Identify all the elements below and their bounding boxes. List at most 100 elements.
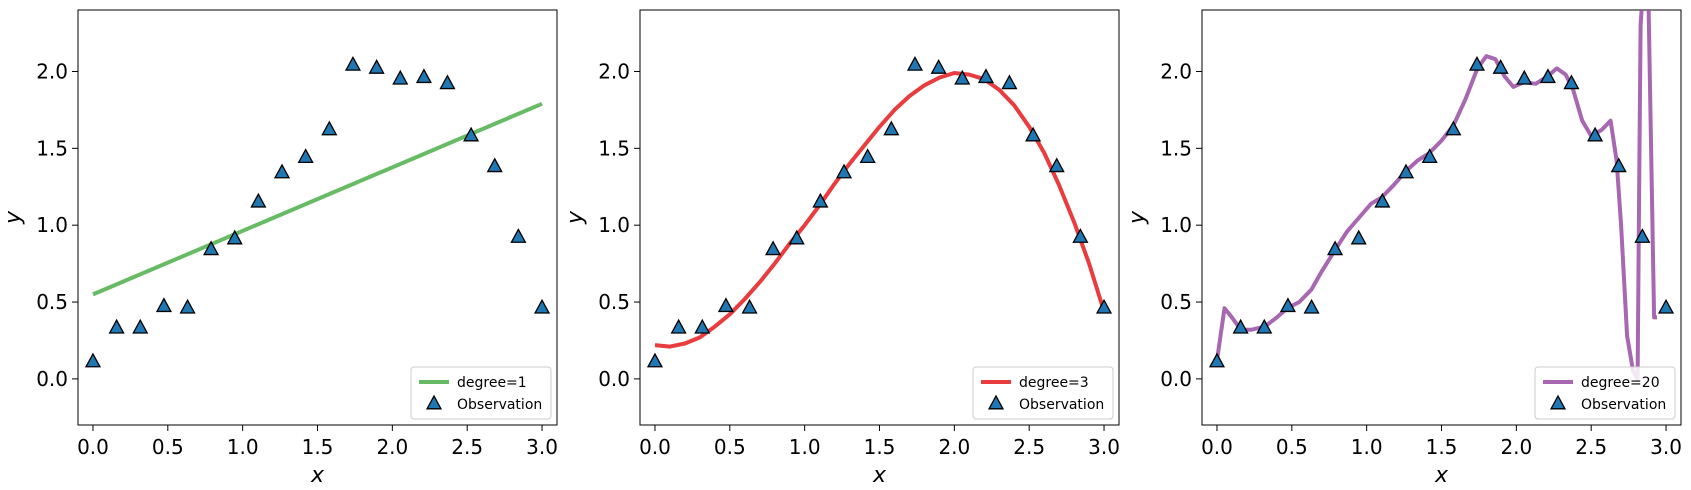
observation-point xyxy=(1587,126,1604,142)
y-tick-label: 2.0 xyxy=(598,59,630,83)
legend-entry-label: Observation xyxy=(1581,397,1666,413)
observation-point xyxy=(1350,229,1367,245)
observation-point xyxy=(321,120,338,136)
observation-point xyxy=(906,55,924,71)
legend: degree=1 Observation xyxy=(410,366,552,420)
observation-point xyxy=(1468,55,1486,71)
legend-entry-label: degree=20 xyxy=(1581,375,1660,391)
observation-point xyxy=(812,192,829,208)
x-tick-label: 1.0 xyxy=(1351,435,1383,459)
x-tick-label: 2.0 xyxy=(376,435,408,459)
observation-point xyxy=(694,318,711,334)
observation-point xyxy=(486,157,503,173)
y-tick-label: 1.5 xyxy=(598,136,630,160)
x-tick-label: 2.5 xyxy=(1575,435,1607,459)
observation-point xyxy=(835,163,853,179)
observation-point xyxy=(250,192,267,208)
observation-point xyxy=(1327,240,1344,256)
observation-point xyxy=(1048,157,1065,173)
observation-point xyxy=(344,55,362,71)
observation-point xyxy=(392,69,409,85)
observation-point xyxy=(1072,228,1089,243)
x-tick-label: 3.0 xyxy=(1088,435,1120,459)
legend-marker-swatch xyxy=(425,394,443,410)
y-tick-label: 2.0 xyxy=(1160,59,1192,83)
y-tick-label: 1.0 xyxy=(1160,213,1192,237)
x-tick-label: 0.0 xyxy=(77,435,109,459)
x-axis-label: x xyxy=(310,463,325,488)
observation-point xyxy=(1001,74,1018,90)
y-tick-label: 0.0 xyxy=(36,367,68,391)
y-tick-label: 1.0 xyxy=(598,213,630,237)
legend-marker-swatch xyxy=(987,394,1005,410)
observation-point xyxy=(108,318,125,334)
x-tick-label: 2.5 xyxy=(1013,435,1045,459)
observation-point xyxy=(273,163,291,179)
x-tick-label: 3.0 xyxy=(1650,435,1682,459)
observation-point xyxy=(1421,148,1438,164)
observation-point xyxy=(155,297,172,313)
observation-point xyxy=(1657,298,1675,314)
observation-point xyxy=(765,240,782,256)
x-tick-label: 3.0 xyxy=(526,435,558,459)
observation-point xyxy=(788,229,805,245)
observation-point xyxy=(1095,298,1113,314)
plot-data xyxy=(1215,10,1657,381)
legend-entry-label: Observation xyxy=(1019,397,1104,413)
observation-point xyxy=(179,298,196,314)
observation-point xyxy=(883,120,900,136)
plot-data xyxy=(654,71,1106,349)
observation-point xyxy=(533,298,551,314)
observation-point xyxy=(1445,120,1462,136)
fit-line-series xyxy=(654,71,1106,349)
fit-line-series xyxy=(1215,10,1657,381)
x-tick-label: 0.5 xyxy=(1276,435,1308,459)
observation-point xyxy=(741,298,758,314)
observation-point xyxy=(439,74,456,90)
observation-point xyxy=(510,228,527,243)
observation-point xyxy=(297,148,314,164)
observation-point xyxy=(1397,163,1415,179)
observation-point xyxy=(1279,297,1296,313)
observation-point xyxy=(226,229,243,245)
observation-point xyxy=(1492,59,1509,74)
x-axis-label: x xyxy=(872,463,887,488)
x-tick-label: 0.5 xyxy=(152,435,184,459)
observation-point xyxy=(670,318,687,334)
x-tick-label: 0.5 xyxy=(714,435,746,459)
observation-point xyxy=(1374,192,1391,208)
y-tick-label: 1.5 xyxy=(36,136,68,160)
plot-frame xyxy=(77,9,558,426)
observation-point xyxy=(1563,74,1580,90)
observation-point xyxy=(1208,352,1226,368)
x-axis-label: x xyxy=(1434,463,1449,488)
observation-point xyxy=(977,68,994,84)
y-tick-label: 0.5 xyxy=(598,290,630,314)
observation-point xyxy=(1232,318,1249,334)
observation-point xyxy=(1634,228,1651,243)
x-tick-label: 1.5 xyxy=(1426,435,1458,459)
observation-point xyxy=(954,69,971,85)
y-axis-label: y xyxy=(1,210,26,225)
observation-point xyxy=(717,297,734,313)
legend: degree=20 Observation xyxy=(1534,366,1676,420)
observation-point xyxy=(84,352,102,368)
y-tick-label: 0.5 xyxy=(36,290,68,314)
y-tick-label: 2.0 xyxy=(36,59,68,83)
observation-point xyxy=(1610,157,1627,173)
observation-point xyxy=(1256,318,1273,334)
y-tick-label: 1.0 xyxy=(36,213,68,237)
x-tick-label: 1.0 xyxy=(789,435,821,459)
observation-point xyxy=(1516,69,1533,85)
observation-point xyxy=(930,59,947,74)
y-tick-label: 0.5 xyxy=(1160,290,1192,314)
x-tick-label: 1.5 xyxy=(864,435,896,459)
plot-frame xyxy=(1201,9,1682,426)
y-tick-label: 0.0 xyxy=(598,367,630,391)
observation-point xyxy=(646,352,664,368)
legend-entry-label: degree=3 xyxy=(1019,375,1089,391)
y-axis-label: y xyxy=(1125,210,1150,225)
x-tick-label: 2.5 xyxy=(451,435,483,459)
observation-point xyxy=(368,59,385,74)
